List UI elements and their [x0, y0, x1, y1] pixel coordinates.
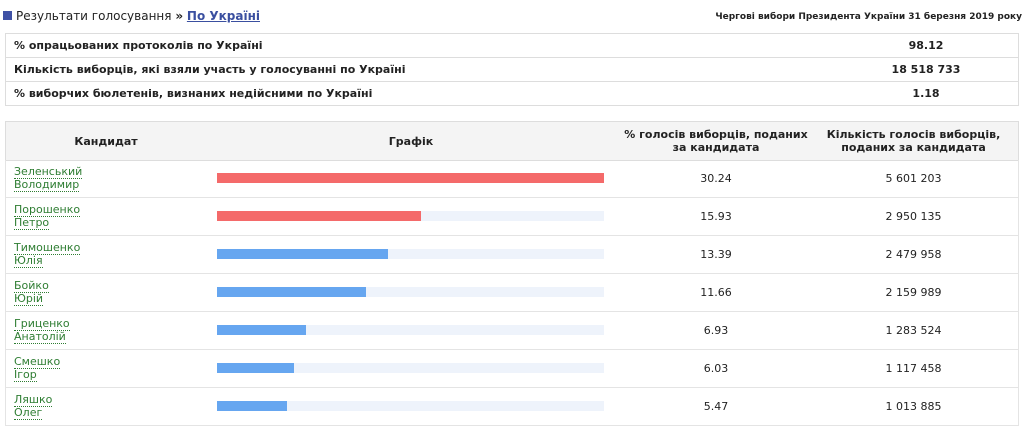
summary-row: Кількість виборців, які взяли участь у г…: [5, 58, 1019, 82]
percent: 5.47: [703, 400, 729, 413]
first-name: Петро: [14, 216, 50, 230]
breadcrumb: Результати голосування » По Україні: [16, 9, 260, 23]
column-header: Графік: [388, 135, 434, 148]
candidate-name[interactable]: Порошенко Петро: [14, 203, 81, 230]
summary-top: [5, 33, 1019, 34]
surname: Зеленський: [14, 165, 83, 179]
column-header: % голосів виборців, поданих за кандидата: [624, 128, 808, 154]
bar-track: [217, 401, 604, 411]
table-header: Кандидат Графік % голосів виборців, пода…: [5, 121, 1019, 161]
first-name: Олег: [14, 406, 43, 420]
percent: 13.39: [700, 248, 732, 261]
bar-track: [217, 173, 604, 183]
column-header: Кандидат: [74, 135, 138, 148]
votes: 5 601 203: [885, 172, 942, 185]
candidate-row: Порошенко Петро 15.93 2 950 135: [5, 198, 1019, 236]
surname: Бойко: [14, 279, 49, 293]
summary-label: Кількість виборців, які взяли участь у г…: [14, 63, 406, 76]
candidate-name[interactable]: Бойко Юрій: [14, 279, 49, 306]
breadcrumb-item[interactable]: Результати голосування: [16, 9, 172, 23]
summary-row: % виборчих бюлетенів, визнаних недійсним…: [5, 82, 1019, 106]
bar: [217, 363, 295, 373]
votes: 1 283 524: [885, 324, 942, 337]
summary-value: 1.18: [912, 87, 940, 100]
votes: 1 013 885: [885, 400, 942, 413]
candidate-name[interactable]: Гриценко Анатолій: [14, 317, 70, 344]
surname: Смешко: [14, 355, 61, 369]
surname: Тимошенко: [14, 241, 81, 255]
summary-label: % виборчих бюлетенів, визнаних недійсним…: [14, 87, 373, 100]
first-name: Анатолій: [14, 330, 66, 344]
summary-label: % опрацьованих протоколів по Україні: [14, 39, 263, 52]
bar: [217, 173, 604, 183]
votes: 2 479 958: [885, 248, 942, 261]
candidate-name[interactable]: Смешко Ігор: [14, 355, 61, 382]
first-name: Володимир: [14, 178, 80, 192]
percent: 30.24: [700, 172, 732, 185]
percent: 6.03: [703, 362, 729, 375]
candidate-row: Ляшко Олег 5.47 1 013 885: [5, 388, 1019, 426]
surname: Порошенко: [14, 203, 81, 217]
breadcrumb-link[interactable]: По Україні: [186, 9, 260, 23]
bar-track: [217, 363, 604, 373]
candidate-row: Тимошенко Юлія 13.39 2 479 958: [5, 236, 1019, 274]
bar-track: [217, 249, 604, 259]
bar-track: [217, 325, 604, 335]
bar-track: [217, 287, 604, 297]
votes: 1 117 458: [885, 362, 942, 375]
candidate-row: Бойко Юрій 11.66 2 159 989: [5, 274, 1019, 312]
candidate-row: Смешко Ігор 6.03 1 117 458: [5, 350, 1019, 388]
bar: [217, 401, 287, 411]
icon: [3, 11, 12, 20]
bar: [217, 211, 421, 221]
candidate-name[interactable]: Тимошенко Юлія: [14, 241, 81, 268]
bar: [217, 325, 306, 335]
surname: Ляшко: [14, 393, 53, 407]
separator: »: [175, 9, 184, 23]
summary-value: 98.12: [908, 39, 944, 52]
summary-value: 18 518 733: [891, 63, 961, 76]
bar-track: [217, 211, 604, 221]
summary-row: % опрацьованих протоколів по Україні 98.1…: [5, 34, 1019, 58]
first-name: Юлія: [14, 254, 43, 268]
first-name: Ігор: [14, 368, 37, 382]
candidate-row: Гриценко Анатолій 6.93 1 283 524: [5, 312, 1019, 350]
candidate-name[interactable]: Зеленський Володимир: [14, 165, 83, 192]
percent: 15.93: [700, 210, 732, 223]
candidate-name[interactable]: Ляшко Олег: [14, 393, 53, 420]
percent: 6.93: [703, 324, 729, 337]
votes: 2 159 989: [885, 286, 942, 299]
bar: [217, 249, 389, 259]
votes: 2 950 135: [885, 210, 942, 223]
candidate-row: Зеленський Володимир 30.24 5 601 203: [5, 160, 1019, 198]
first-name: Юрій: [14, 292, 44, 306]
election-title: Чергові вибори Президента України 31 бер…: [715, 12, 1022, 22]
percent: 11.66: [700, 286, 732, 299]
surname: Гриценко: [14, 317, 70, 331]
bar: [217, 287, 367, 297]
column-header: Кількість голосів виборців, поданих за к…: [826, 128, 1001, 154]
